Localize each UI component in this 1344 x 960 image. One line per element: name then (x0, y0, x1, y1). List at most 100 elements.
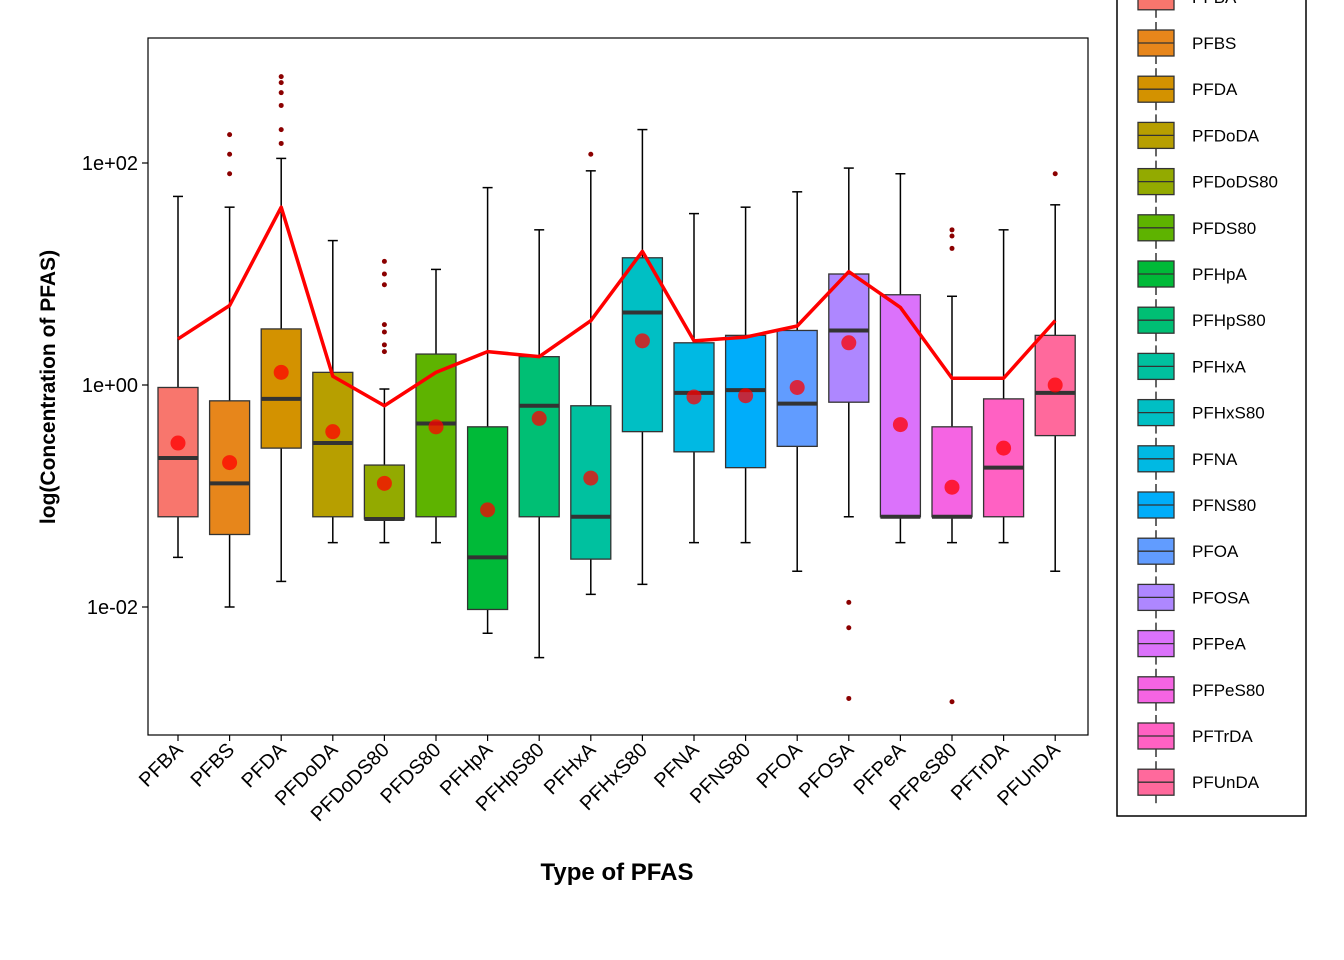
y-tick-label: 1e+00 (82, 375, 138, 397)
mean-point (686, 389, 702, 405)
legend-label: PFDoDA (1192, 126, 1260, 145)
outlier-point (381, 271, 387, 277)
box-PFHpS80 (518, 229, 560, 659)
box-iqr (415, 353, 457, 518)
mean-point (428, 419, 444, 435)
legend-item-PFDA: PFDA (1137, 68, 1238, 111)
outlier-point (846, 599, 852, 605)
mean-point (170, 435, 186, 451)
legend-item-PFNA: PFNA (1137, 437, 1238, 480)
y-axis-title: log(Concentration of PFAS) (37, 250, 60, 524)
mean-point (1047, 377, 1063, 393)
outlier-point (381, 258, 387, 264)
outlier-point (278, 90, 284, 96)
mean-point (841, 335, 857, 351)
mean-point (325, 424, 341, 440)
plot-area (157, 74, 1076, 705)
legend-label: PFHxA (1192, 357, 1247, 376)
legend-label: PFNA (1192, 450, 1238, 469)
outlier-point (278, 102, 284, 108)
box-PFDA (260, 74, 302, 583)
box-iqr (931, 426, 973, 518)
legend-label: PFDS80 (1192, 219, 1256, 238)
legend-label: PFPeS80 (1192, 681, 1265, 700)
outlier-point (278, 74, 284, 80)
mean-point (273, 364, 289, 380)
mean-point (480, 502, 496, 518)
legend: PFBA PFBS PFDA PFDoDA PFDoDS80 PFDS80 PFHpA PFH… (1116, 0, 1307, 817)
box-PFDS80 (415, 268, 457, 544)
box-iqr (157, 386, 199, 518)
box-iqr (982, 398, 1025, 518)
legend-item-PFDS80: PFDS80 (1137, 206, 1256, 249)
box-iqr (518, 356, 560, 518)
outlier-point (381, 349, 387, 355)
legend-item-PFDoDA: PFDoDA (1137, 114, 1260, 157)
box-PFOA (776, 191, 818, 572)
legend-item-PFPeS80: PFPeS80 (1137, 668, 1265, 711)
outlier-point (846, 695, 852, 701)
legend-label: PFBA (1192, 0, 1237, 7)
legend-item-PFHxA: PFHxA (1137, 345, 1247, 388)
mean-point (996, 440, 1012, 456)
outlier-point (227, 171, 233, 177)
box-PFHxA (570, 151, 612, 596)
outlier-point (381, 342, 387, 348)
legend-label: PFBS (1192, 34, 1236, 53)
box-iqr (260, 328, 302, 449)
outlier-point (278, 140, 284, 146)
legend-label: PFHpA (1192, 265, 1247, 284)
legend-item-PFOSA: PFOSA (1137, 576, 1250, 619)
legend-label: PFUnDA (1192, 773, 1260, 792)
box-PFBA (157, 195, 199, 559)
box-PFDoDS80 (363, 258, 406, 544)
outlier-point (227, 132, 233, 138)
outlier-point (588, 151, 594, 157)
outlier-point (381, 329, 387, 335)
box-PFTrDA (982, 229, 1025, 544)
mean-point (634, 333, 650, 349)
box-PFHpA (466, 186, 509, 635)
outlier-point (278, 80, 284, 86)
box-PFBS (208, 132, 251, 608)
legend-label: PFTrDA (1192, 727, 1253, 746)
legend-label: PFNS80 (1192, 496, 1256, 515)
box-PFNA (673, 212, 715, 544)
outlier-point (381, 322, 387, 328)
legend-item-PFNS80: PFNS80 (1137, 484, 1256, 526)
legend-label: PFOSA (1192, 588, 1250, 607)
legend-item-PFBS: PFBS (1137, 22, 1236, 64)
mean-point (789, 379, 805, 395)
legend-label: PFHpS80 (1192, 311, 1266, 330)
box-PFPeA (879, 173, 922, 544)
legend-label: PFOA (1192, 542, 1239, 561)
box-PFNS80 (724, 206, 767, 544)
box-PFOSA (828, 167, 870, 701)
outlier-point (949, 245, 955, 251)
x-tick-label: PFOSA (795, 739, 859, 803)
legend-label: PFHxS80 (1192, 404, 1265, 423)
box-PFUnDA (1034, 171, 1076, 572)
outlier-point (1052, 171, 1058, 177)
outlier-point (227, 151, 233, 157)
mean-point (583, 470, 599, 486)
legend-item-PFHpS80: PFHpS80 (1137, 299, 1266, 342)
x-axis-title: Type of PFAS (541, 859, 694, 886)
legend-label: PFPeA (1192, 635, 1247, 654)
mean-point (892, 417, 908, 433)
mean-point (531, 410, 547, 426)
x-tick-label: PFBS (187, 739, 240, 792)
box-iqr (208, 400, 251, 536)
y-tick-label: 1e-02 (87, 597, 138, 619)
box-iqr (466, 426, 509, 611)
x-tick-label: PFBA (135, 739, 188, 792)
legend-key (1137, 0, 1175, 11)
mean-point (738, 388, 754, 404)
legend-item-PFOA: PFOA (1137, 530, 1239, 573)
legend-label: PFDoDS80 (1192, 173, 1278, 192)
box-iqr (879, 294, 922, 518)
legend-item-PFBA: PFBA (1137, 0, 1237, 18)
legend-item-PFHpA: PFHpA (1137, 253, 1247, 295)
outlier-point (846, 625, 852, 631)
